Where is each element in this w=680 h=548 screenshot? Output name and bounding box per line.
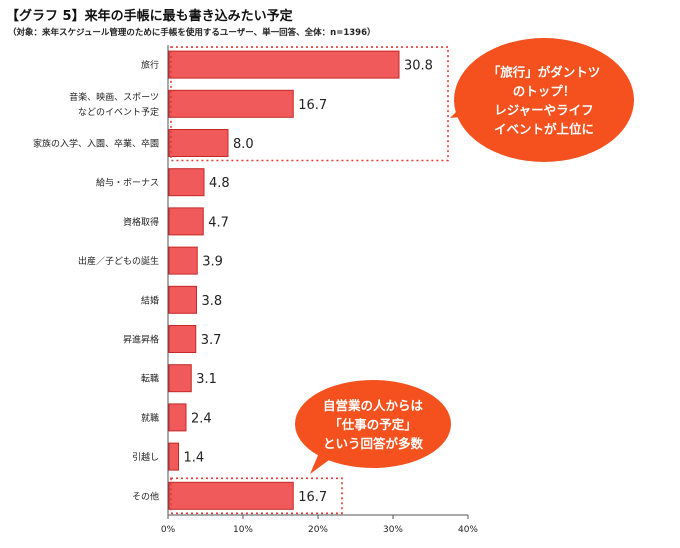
callout-tail xyxy=(450,104,472,118)
callout-text: 自営業の人からは xyxy=(323,398,424,413)
callout-text: 「仕事の予定」 xyxy=(329,417,417,432)
callout-text: のトップ！ xyxy=(513,84,576,99)
category-label: 就職 xyxy=(141,412,159,424)
value-label: 4.7 xyxy=(208,215,229,230)
value-label: 3.1 xyxy=(196,372,217,387)
bar xyxy=(168,246,198,275)
chart-subtitle: （対象：来年スケジュール管理のために手帳を使用するユーザー、単一回答、全体：n=… xyxy=(8,28,376,38)
callout-text: レジャーやライフ xyxy=(494,103,593,118)
x-tick-label: 0% xyxy=(161,525,176,535)
value-label: 30.8 xyxy=(404,59,433,74)
bar xyxy=(168,285,197,314)
category-label: 旅行 xyxy=(141,59,159,71)
category-label: 結婚 xyxy=(141,294,159,306)
category-label: 出産／子どもの誕生 xyxy=(78,255,159,267)
bar xyxy=(168,325,197,353)
category-label: 家族の入学、入園、卒業、卒園 xyxy=(33,138,159,150)
x-tick-label: 10% xyxy=(233,525,253,535)
highlight-box xyxy=(170,477,343,515)
category-label: 昇進昇格 xyxy=(123,334,159,346)
bar xyxy=(168,207,204,236)
value-label: 3.8 xyxy=(202,294,223,309)
bar xyxy=(168,168,205,197)
value-label: 3.9 xyxy=(202,255,223,270)
bar xyxy=(168,364,192,393)
category-label: 転職 xyxy=(141,374,159,385)
callout-text: という回答が多数 xyxy=(323,436,424,451)
callout-bubble xyxy=(295,380,451,468)
x-tick-label: 30% xyxy=(383,525,403,535)
category-label: その他 xyxy=(132,490,159,502)
bar xyxy=(168,442,179,471)
callout-text: 「旅行」がダントツ xyxy=(488,65,601,80)
bar xyxy=(168,50,400,79)
bar xyxy=(168,403,187,432)
bar xyxy=(168,481,294,510)
category-label: 資格取得 xyxy=(123,216,159,228)
category-label: 引越し xyxy=(132,451,159,463)
bar xyxy=(168,129,229,157)
callout-text: イベントが上位に xyxy=(494,122,594,137)
x-tick-label: 20% xyxy=(308,525,328,535)
value-label: 3.7 xyxy=(201,333,222,348)
value-label: 16.7 xyxy=(298,490,327,505)
value-label: 4.8 xyxy=(209,176,230,191)
chart-title: 【グラフ 5】来年の手帳に最も書き込みたい予定 xyxy=(6,9,293,24)
callout-tail xyxy=(310,446,340,474)
bar xyxy=(168,89,294,118)
callout-bubble xyxy=(454,38,634,162)
category-label: 音楽、映画、スポーツ xyxy=(69,91,159,103)
value-label: 8.0 xyxy=(233,137,254,152)
x-tick-label: 40% xyxy=(458,525,478,535)
value-label: 1.4 xyxy=(184,451,205,466)
value-label: 16.7 xyxy=(298,98,327,113)
value-label: 2.4 xyxy=(191,411,212,426)
category-label: などのイベント予定 xyxy=(78,106,159,118)
category-label: 給与・ボーナス xyxy=(96,177,159,189)
